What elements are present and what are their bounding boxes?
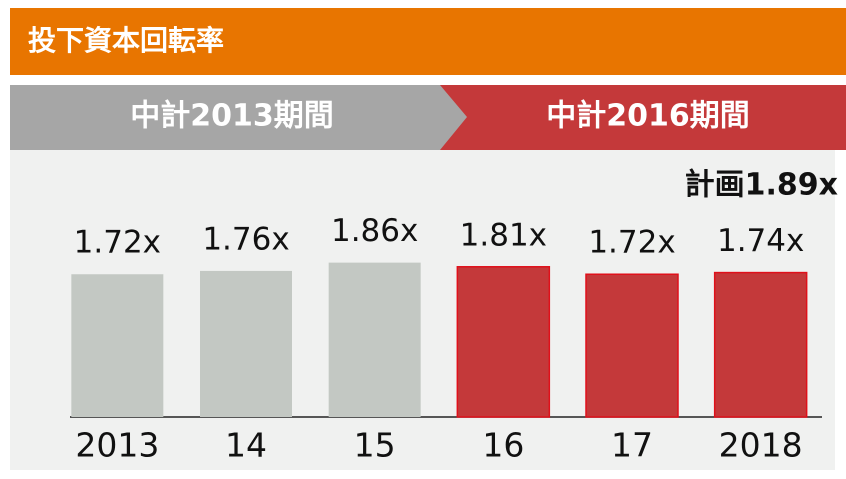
bar <box>713 271 808 418</box>
period-label: 中計2016期間 <box>546 99 750 134</box>
bar <box>200 270 292 417</box>
x-tick-label: 2013 <box>75 426 159 465</box>
value-label: 1.72x <box>74 225 161 261</box>
value-label: 1.72x <box>588 225 675 261</box>
x-tick-label: 2018 <box>719 426 803 465</box>
bar <box>585 273 679 418</box>
bar <box>328 262 421 417</box>
period-band <box>440 85 846 150</box>
value-label: 1.81x <box>460 217 547 253</box>
value-label: 1.86x <box>331 213 418 249</box>
x-tick-label: 15 <box>354 426 396 465</box>
annotation: 計画1.89x <box>685 168 838 203</box>
x-tick-label: 16 <box>482 426 524 465</box>
x-tick-label: 14 <box>225 426 267 465</box>
period-band <box>10 85 472 150</box>
bar <box>456 266 551 418</box>
chart-title: 投下資本回転率 <box>28 24 224 57</box>
value-label: 1.76x <box>202 221 289 257</box>
bar <box>71 274 164 417</box>
value-label: 1.74x <box>717 223 804 259</box>
period-label: 中計2013期間 <box>130 99 334 134</box>
header-band <box>10 8 846 75</box>
x-tick-label: 17 <box>611 426 653 465</box>
